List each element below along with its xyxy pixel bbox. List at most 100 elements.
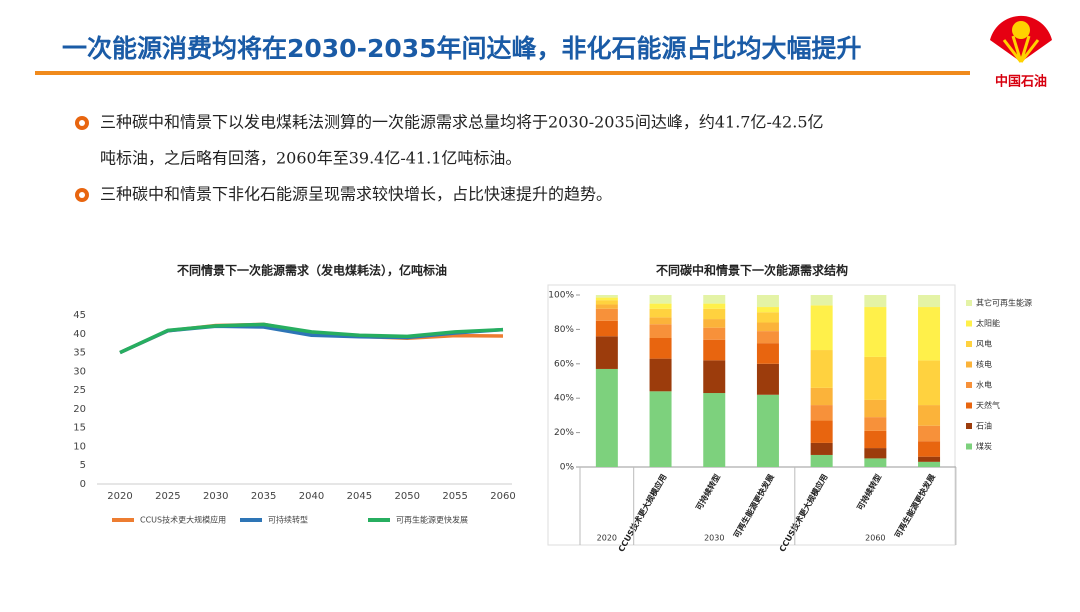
bar-segment [810,454,833,467]
bar-segment [918,461,941,467]
bar-segment [918,425,941,442]
bullet-text: 三种碳中和情景下以发电煤耗法测算的一次能源需求总量均将于2030-2035间达峰… [100,113,824,132]
y-tick-label: 30 [73,366,86,377]
bullet-text: 三种碳中和情景下非化石能源呈现需求较快增长，占比快速提升的趋势。 [100,185,612,204]
bar-segment [756,331,779,344]
bar-segment [918,360,941,406]
y-tick-label: 25 [73,385,86,396]
legend-label: 煤炭 [976,441,992,451]
bullet-text: 吨标油，之后略有回落，2060年至39.4亿-41.1亿吨标油。 [100,149,521,168]
bar-segment [864,430,887,449]
x-tick-label: 可持续转型 [855,472,884,512]
x-tick-label: 2025 [155,491,180,502]
bar-segment [649,295,672,304]
bar-segment [864,356,887,400]
logo [990,15,1052,63]
bar-segment [703,327,726,340]
slide-title: 一次能源消费均将在2030-2035年间达峰，非化石能源占比均大幅提升 [62,34,862,63]
bar-segment [918,405,941,426]
bar-segment [756,394,779,467]
y-tick-label: 60% [554,359,574,369]
x-tick-label: CCUS技术更大规模应用 [616,472,669,553]
legend-label: 核电 [976,359,992,369]
group-label: 2030 [704,534,724,543]
x-tick-label: 可再生能源更快发展 [892,472,937,539]
bar-segment [649,303,672,309]
bar-segment [918,456,941,462]
legend-swatch [966,443,972,450]
line-series [119,322,504,355]
bar-segment [756,322,779,332]
bar-segment [864,307,887,357]
group-label: 2060 [865,534,885,543]
bar-segment [649,338,672,359]
y-tick-label: 100% [548,291,574,301]
bar-segment [703,393,726,467]
bar-segment [756,307,779,313]
bar-segment [918,441,941,457]
bar-segment [810,295,833,306]
legend-label: 可持续转型 [268,515,308,525]
x-tick-label: 2045 [347,491,372,502]
bar-segment [918,307,941,361]
x-tick-label: 2020 [107,491,132,502]
legend-swatch [966,300,972,306]
legend-swatch [966,402,972,409]
legend-swatch [966,341,972,347]
y-tick-label: 0% [560,463,575,473]
bar-segment [595,320,618,337]
y-tick-label: 5 [80,460,86,471]
bar-segment [810,350,833,388]
x-tick-label: 2060 [490,491,515,502]
y-tick-label: 10 [73,441,86,452]
bar-segment [595,297,618,301]
bar-segment [864,458,887,467]
bar-segment [649,391,672,467]
bar-segment [595,304,618,309]
x-tick-label: 2035 [251,491,276,502]
y-tick-label: 80% [554,325,574,335]
bar-segment [864,417,887,431]
bar-segment [810,387,833,406]
bullet-icon [75,116,89,130]
legend-label: 其它可再生能源 [976,298,1032,308]
title-rule [35,71,970,75]
bar-segment [595,336,618,369]
legend-label: 天然气 [976,400,1000,410]
bar-segment [649,324,672,338]
bar-segment [756,312,779,323]
bar-segment [595,300,618,305]
bar-segment [810,442,833,455]
bar-segment [864,295,887,308]
chart-title: 不同碳中和情景下一次能源需求结构 [656,263,848,278]
y-tick-label: 20 [73,404,86,415]
bar-segment [703,339,726,361]
legend-label: 太阳能 [976,318,1000,328]
bar-segment [918,295,941,308]
y-tick-label: 15 [73,423,86,434]
bar-segment [703,295,726,304]
bar-segment [649,308,672,318]
bar-segment [756,343,779,364]
bar-segment [595,308,618,321]
bar-segment [864,399,887,418]
bar-segment [810,305,833,351]
x-tick-label: 2055 [442,491,467,502]
y-tick-label: 20% [554,428,574,438]
bar-segment [756,363,779,395]
legend-swatch [966,320,972,327]
legend-label: 水电 [976,380,992,390]
legend-label: 风电 [976,339,992,349]
bar-segment [649,317,672,325]
bar-segment [810,420,833,443]
y-tick-label: 35 [73,348,86,359]
y-tick-label: 45 [73,310,86,321]
bar-segment [703,303,726,309]
legend-swatch [966,361,972,368]
bar-segment [864,448,887,459]
legend-label: 可再生能源更快发展 [396,515,468,525]
bar-segment [756,295,779,308]
y-tick-label: 40% [554,394,574,404]
